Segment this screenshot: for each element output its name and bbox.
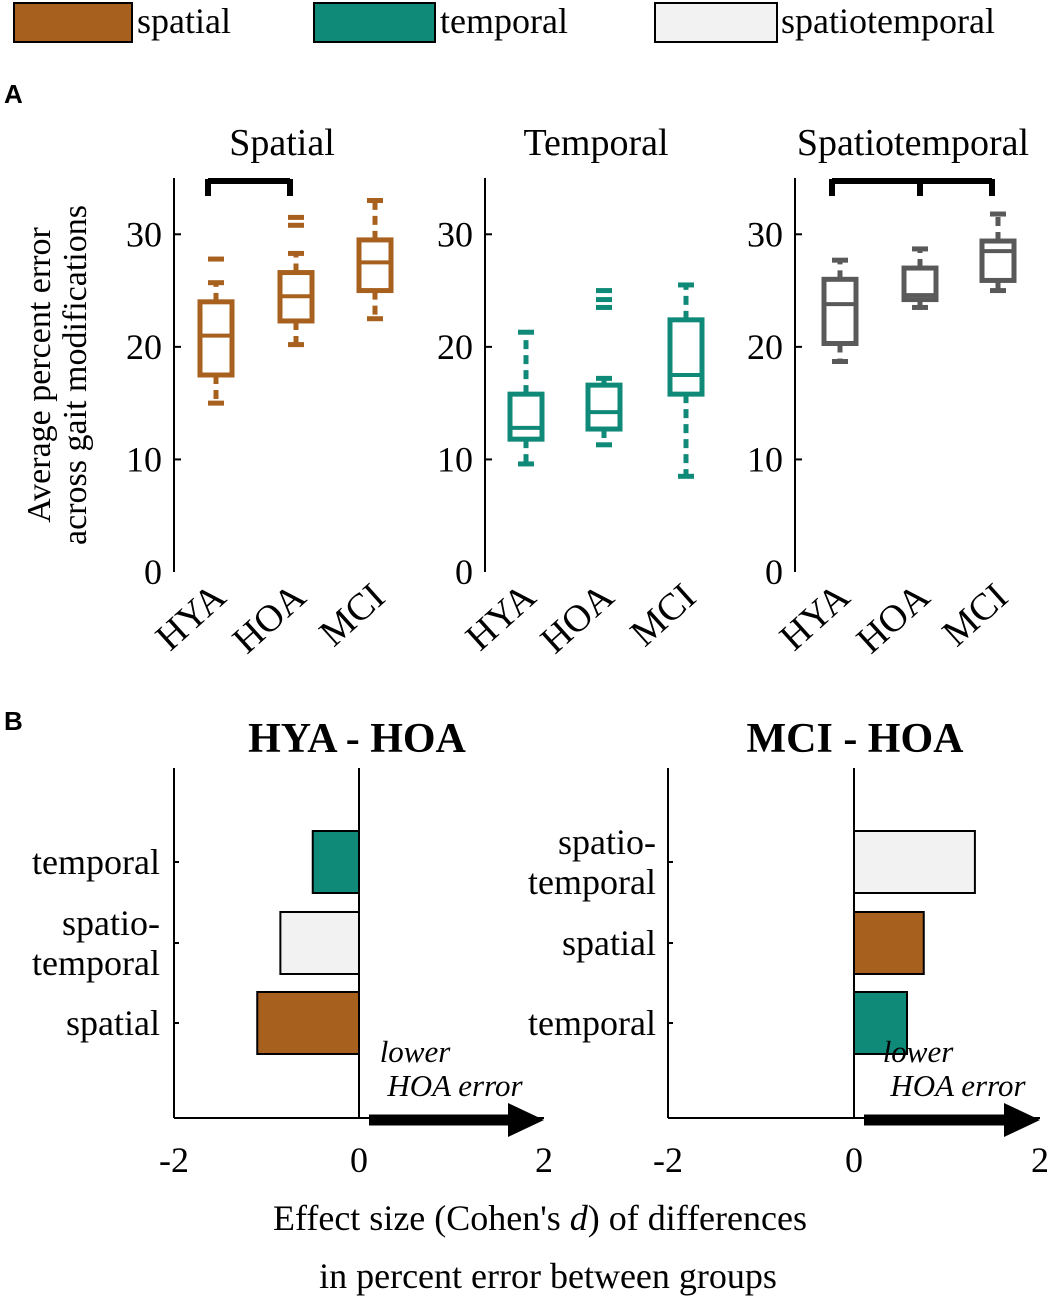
legend-label-spatiotemporal: spatiotemporal: [781, 1, 995, 41]
chart-title: Spatial: [229, 122, 335, 164]
xtick-label: 0: [845, 1140, 863, 1180]
box-mci: [667, 282, 705, 479]
significance-bracket: [205, 178, 293, 196]
ytick-20: 20: [437, 327, 473, 367]
bar-label: spatial: [66, 1003, 160, 1043]
legend-label-temporal: temporal: [440, 1, 568, 41]
box-iqr: [979, 238, 1017, 283]
box-iqr: [507, 391, 545, 442]
panel-b-xlabel-post: ) of differences: [588, 1198, 807, 1238]
box-hoa: [585, 288, 623, 448]
legend-swatch-spatial: [13, 2, 133, 43]
legend-swatch-temporal: [313, 2, 436, 43]
box-mci: [356, 198, 394, 322]
chart-title: Temporal: [523, 122, 668, 164]
significance-bracket: [829, 178, 995, 196]
box-iqr: [197, 299, 235, 378]
xtick-label: 0: [350, 1140, 368, 1180]
xtick-hoa: HOA: [849, 575, 939, 662]
xtick-mci: MCI: [312, 575, 393, 654]
xtick-label: 2: [1031, 1140, 1049, 1180]
panel-a-ylabel-line1: Average percent error: [21, 226, 58, 522]
xtick-label: 2: [535, 1140, 553, 1180]
panel-b-xlabel-italic: d: [570, 1198, 589, 1238]
box-mci: [979, 211, 1017, 294]
ytick-20: 20: [126, 327, 162, 367]
bar-spatial: [256, 991, 360, 1055]
panel-a-ylabel: Average percent error across gait modifi…: [21, 205, 94, 545]
bar-spatial: [853, 911, 925, 975]
ytick-0: 0: [765, 552, 783, 592]
panel-a-ylabel-line2: across gait modifications: [57, 205, 94, 545]
barchart-panel-hya-hoa: HYA - HOA-2 0 2temporalspatio-temporalspat…: [32, 716, 553, 1180]
bar-spatiotemporal: [279, 911, 360, 975]
xtick-label: -2: [653, 1140, 683, 1180]
barchart-panel-mci-hoa: MCI - HOA -2 0 2 spatio-temporal spatial tempo…: [528, 716, 1049, 1180]
ytick-30: 30: [126, 214, 162, 254]
box-hoa: [277, 214, 315, 348]
xtick-mci: MCI: [623, 575, 704, 654]
bar-temporal: [311, 830, 360, 894]
arrow-text-line1: lower: [883, 1034, 955, 1069]
panel-label-a: A: [4, 79, 23, 109]
chart-title: HYA - HOA: [248, 716, 466, 762]
ytick-10: 10: [747, 439, 783, 479]
panel-b-xlabel-line2: in percent error between groups: [319, 1256, 777, 1296]
legend: spatial temporal spatiotemporal: [13, 1, 995, 43]
panel-b-xlabel-line1: Effect size (Cohen's d) of differences: [273, 1198, 807, 1238]
box-iqr: [356, 237, 394, 294]
arrow-head: [508, 1103, 544, 1137]
ytick-20: 20: [747, 327, 783, 367]
ytick-0: 0: [144, 552, 162, 592]
panel-label-b: B: [4, 706, 23, 736]
bar-label: temporal: [32, 943, 160, 983]
charts-layer: Spatial0102030HYAHOAMCITemporal0102030HY…: [32, 122, 1049, 1180]
ytick-0: 0: [455, 552, 473, 592]
panel-b-xlabel-pre: Effect size (Cohen's: [273, 1198, 570, 1238]
xtick-mci: MCI: [935, 575, 1016, 654]
arrow-head: [1004, 1103, 1040, 1137]
box-hya: [821, 257, 859, 364]
ytick-10: 10: [437, 439, 473, 479]
bar-label: spatio-: [62, 903, 160, 943]
ytick-30: 30: [747, 214, 783, 254]
legend-swatch-spatiotemporal: [654, 2, 778, 43]
box-iqr: [667, 317, 705, 397]
box-iqr: [901, 265, 939, 303]
xtick-label: -2: [159, 1140, 189, 1180]
ytick-10: 10: [126, 439, 162, 479]
xtick-hya: HYA: [772, 575, 859, 659]
box-hoa: [901, 246, 939, 310]
box-hya: [507, 329, 545, 467]
bar-label: temporal: [32, 842, 160, 882]
arrow-text-line2: HOA error: [386, 1068, 523, 1103]
bar-label: temporal: [528, 1003, 656, 1043]
box-iqr: [585, 382, 623, 432]
arrow-text-line2: HOA error: [889, 1068, 1026, 1103]
chart-title: Spatiotemporal: [797, 122, 1029, 164]
bar-label: temporal: [528, 862, 656, 902]
ytick-30: 30: [437, 214, 473, 254]
bar-label: spatio-: [558, 822, 656, 862]
arrow-text-line1: lower: [380, 1034, 452, 1069]
chart-title: MCI - HOA: [747, 716, 965, 762]
bar-spatiotemporal: [853, 830, 976, 894]
legend-label-spatial: spatial: [137, 1, 231, 41]
box-hya: [197, 256, 235, 406]
box-iqr: [821, 276, 859, 346]
xtick-hoa: HOA: [225, 575, 315, 662]
bar-label: spatial: [562, 923, 656, 963]
bar-temporal: [853, 991, 909, 1055]
xtick-hoa: HOA: [533, 575, 623, 662]
